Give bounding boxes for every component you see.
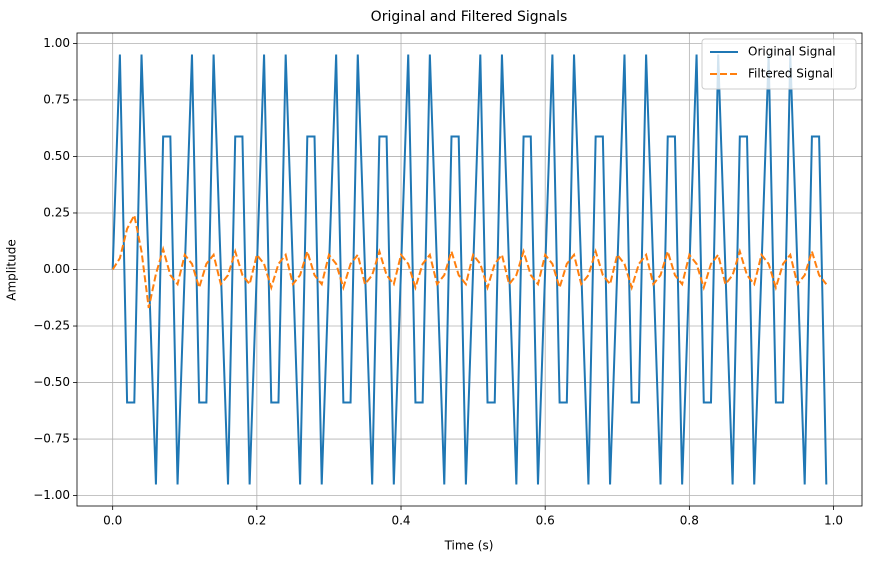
legend-label: Filtered Signal	[748, 67, 833, 81]
y-axis-label: Amplitude	[5, 239, 19, 301]
x-tick-label: 0.4	[391, 514, 410, 528]
plot-frame	[76, 32, 863, 507]
legend-label: Original Signal	[748, 45, 836, 59]
y-tick-label: 0.25	[43, 205, 70, 219]
x-tick-label: 0.2	[247, 514, 266, 528]
series-line	[111, 212, 828, 309]
x-tick-label: 0.8	[680, 514, 699, 528]
x-axis-label: Time (s)	[444, 539, 494, 553]
y-tick-label: 1.00	[43, 36, 70, 50]
legend-box	[701, 38, 857, 90]
legend: Original Signal Filtered Signal	[701, 38, 857, 90]
y-tick-label: 0.00	[43, 262, 70, 276]
x-tick-label: 0.6	[536, 514, 555, 528]
y-tick-label: −0.25	[33, 319, 70, 333]
x-tick-label: 0.0	[103, 514, 122, 528]
y-tick-label: 0.50	[43, 149, 70, 163]
chart-title: Original and Filtered Signals	[371, 9, 568, 25]
y-tick-label: 0.75	[43, 92, 70, 106]
x-tick-label: 1.0	[824, 514, 843, 528]
y-tick-label: −0.50	[33, 375, 70, 389]
y-tick-label: −1.00	[33, 488, 70, 502]
series-line	[111, 54, 828, 485]
y-tick-label: −0.75	[33, 432, 70, 446]
